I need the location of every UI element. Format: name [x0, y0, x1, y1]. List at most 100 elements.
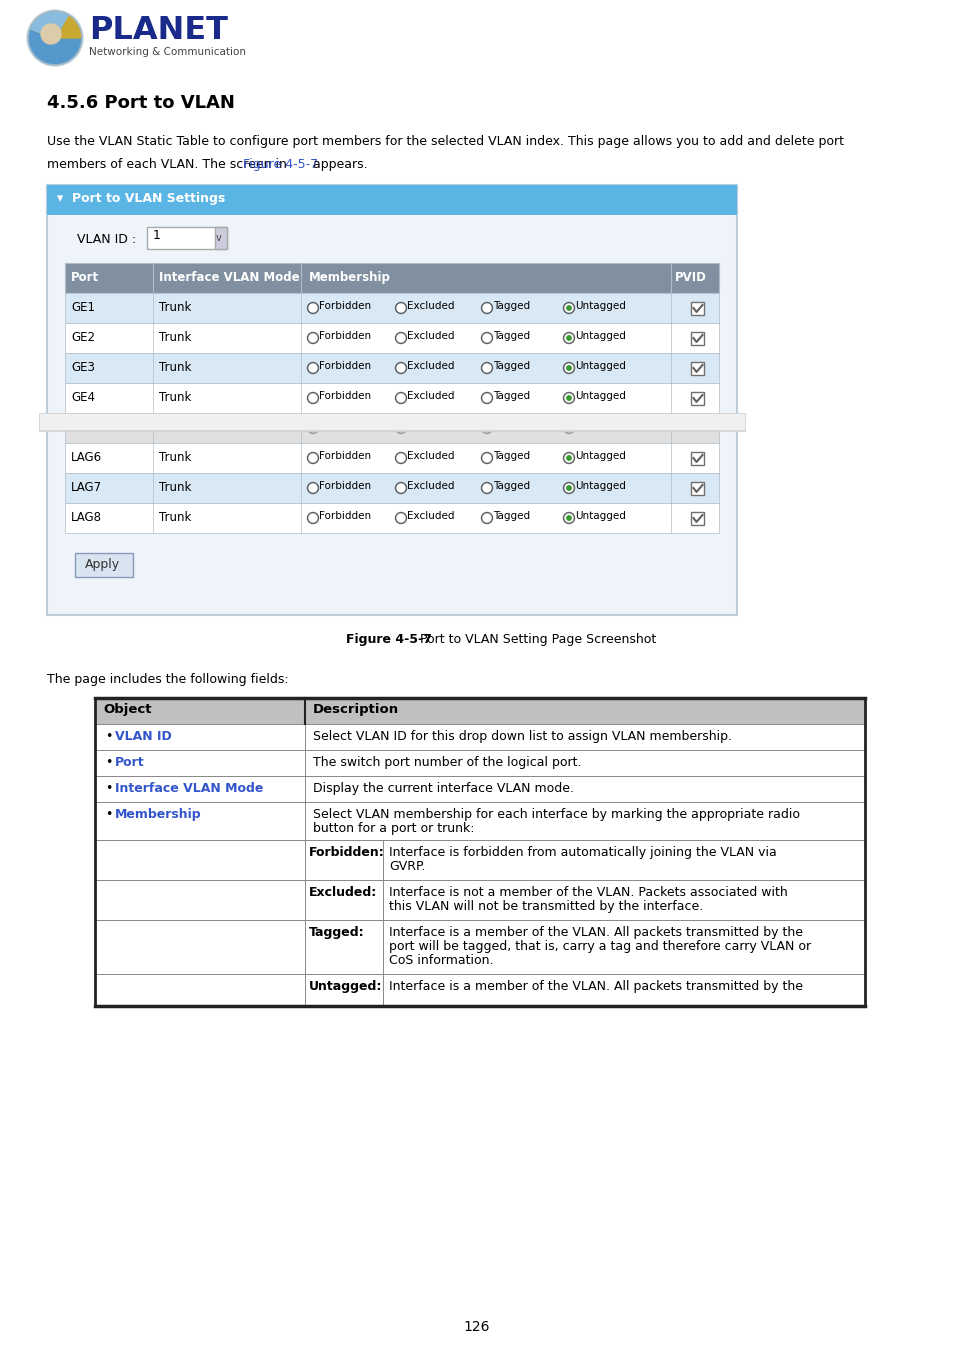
Text: Use the VLAN Static Table to configure port members for the selected VLAN index.: Use the VLAN Static Table to configure p… — [47, 135, 843, 148]
Circle shape — [395, 363, 406, 374]
Circle shape — [481, 363, 492, 374]
Circle shape — [564, 304, 573, 312]
Text: Trunk: Trunk — [159, 451, 192, 464]
Text: Tagged: Tagged — [493, 360, 530, 371]
Text: Trunk: Trunk — [159, 421, 192, 433]
Text: Port: Port — [115, 756, 145, 770]
Circle shape — [395, 423, 406, 433]
Text: Tagged: Tagged — [493, 451, 530, 460]
Text: Trunk: Trunk — [159, 481, 192, 494]
Text: Excluded: Excluded — [407, 301, 454, 310]
Circle shape — [563, 393, 574, 404]
Circle shape — [309, 364, 316, 373]
Text: Forbidden: Forbidden — [318, 392, 371, 401]
Bar — [95, 840, 864, 880]
Text: Interface is not a member of the VLAN. Packets associated with: Interface is not a member of the VLAN. P… — [389, 886, 787, 899]
Text: Tagged: Tagged — [493, 421, 530, 431]
Text: Interface is a member of the VLAN. All packets transmitted by the: Interface is a member of the VLAN. All p… — [389, 926, 802, 940]
Circle shape — [29, 12, 81, 63]
Circle shape — [564, 333, 573, 342]
Text: Trunk: Trunk — [159, 512, 192, 524]
Circle shape — [482, 424, 491, 432]
Circle shape — [395, 452, 406, 463]
Circle shape — [481, 423, 492, 433]
Text: Trunk: Trunk — [159, 360, 192, 374]
Circle shape — [481, 482, 492, 494]
Circle shape — [566, 336, 571, 340]
Circle shape — [563, 302, 574, 313]
Text: Untagged: Untagged — [575, 481, 625, 491]
Circle shape — [566, 516, 571, 520]
Circle shape — [307, 363, 318, 374]
Bar — [95, 776, 864, 802]
Circle shape — [309, 304, 316, 312]
Text: Forbidden: Forbidden — [318, 360, 371, 371]
Text: GVRP.: GVRP. — [389, 860, 425, 873]
Text: Tagged: Tagged — [493, 331, 530, 342]
Circle shape — [396, 304, 405, 312]
Circle shape — [482, 304, 491, 312]
Circle shape — [563, 482, 574, 494]
Circle shape — [564, 394, 573, 402]
Text: PVID: PVID — [675, 271, 706, 284]
Text: Excluded: Excluded — [407, 392, 454, 401]
Circle shape — [563, 332, 574, 343]
Bar — [691, 301, 703, 315]
Text: Select VLAN ID for this drop down list to assign VLAN membership.: Select VLAN ID for this drop down list t… — [313, 730, 731, 742]
Circle shape — [481, 332, 492, 343]
Text: Excluded:: Excluded: — [309, 886, 376, 899]
Text: Interface VLAN Mode: Interface VLAN Mode — [159, 271, 299, 284]
Circle shape — [566, 486, 571, 490]
Text: Interface is a member of the VLAN. All packets transmitted by the: Interface is a member of the VLAN. All p… — [389, 980, 802, 994]
Text: Forbidden: Forbidden — [318, 421, 371, 431]
Bar — [95, 802, 864, 840]
Circle shape — [566, 396, 571, 400]
Text: Forbidden: Forbidden — [318, 481, 371, 491]
Text: Trunk: Trunk — [159, 392, 192, 404]
Text: LAG6: LAG6 — [71, 451, 102, 464]
Circle shape — [309, 485, 316, 491]
Text: Display the current interface VLAN mode.: Display the current interface VLAN mode. — [313, 782, 574, 795]
Circle shape — [396, 454, 405, 462]
Text: 1: 1 — [152, 230, 161, 242]
Text: this VLAN will not be transmitted by the interface.: this VLAN will not be transmitted by the… — [389, 900, 702, 913]
Text: Interface VLAN Mode: Interface VLAN Mode — [115, 782, 263, 795]
Circle shape — [566, 366, 571, 370]
Text: Figure 4-5-7: Figure 4-5-7 — [243, 158, 318, 171]
Text: •: • — [105, 756, 112, 770]
Bar — [65, 413, 719, 443]
Circle shape — [309, 514, 316, 522]
Bar — [47, 185, 737, 215]
Text: GE3: GE3 — [71, 360, 94, 374]
Bar — [691, 512, 703, 525]
Text: •: • — [105, 809, 112, 821]
Circle shape — [41, 24, 61, 45]
Bar — [691, 362, 703, 374]
Text: LAG7: LAG7 — [71, 481, 102, 494]
Bar — [65, 323, 719, 352]
Circle shape — [395, 302, 406, 313]
Circle shape — [396, 333, 405, 342]
Circle shape — [564, 364, 573, 373]
Text: Trunk: Trunk — [159, 331, 192, 344]
Text: ▾  Port to VLAN Settings: ▾ Port to VLAN Settings — [57, 192, 225, 205]
Text: Tagged: Tagged — [493, 481, 530, 491]
Text: Trunk: Trunk — [159, 301, 192, 315]
Circle shape — [563, 363, 574, 374]
Text: Excluded: Excluded — [407, 512, 454, 521]
Text: Excluded: Excluded — [407, 421, 454, 431]
Text: GE2: GE2 — [71, 331, 95, 344]
Text: 4.5.6 Port to VLAN: 4.5.6 Port to VLAN — [47, 95, 234, 112]
Circle shape — [396, 514, 405, 522]
Text: •: • — [105, 730, 112, 742]
Bar — [65, 443, 719, 472]
Bar — [95, 724, 864, 751]
Text: Untagged: Untagged — [575, 301, 625, 310]
Text: LAG8: LAG8 — [71, 512, 102, 524]
Text: Tagged: Tagged — [493, 301, 530, 310]
Circle shape — [563, 513, 574, 524]
Circle shape — [395, 482, 406, 494]
Bar — [691, 451, 703, 464]
Text: Figure 4-5-7: Figure 4-5-7 — [346, 633, 432, 647]
Bar — [95, 880, 864, 919]
